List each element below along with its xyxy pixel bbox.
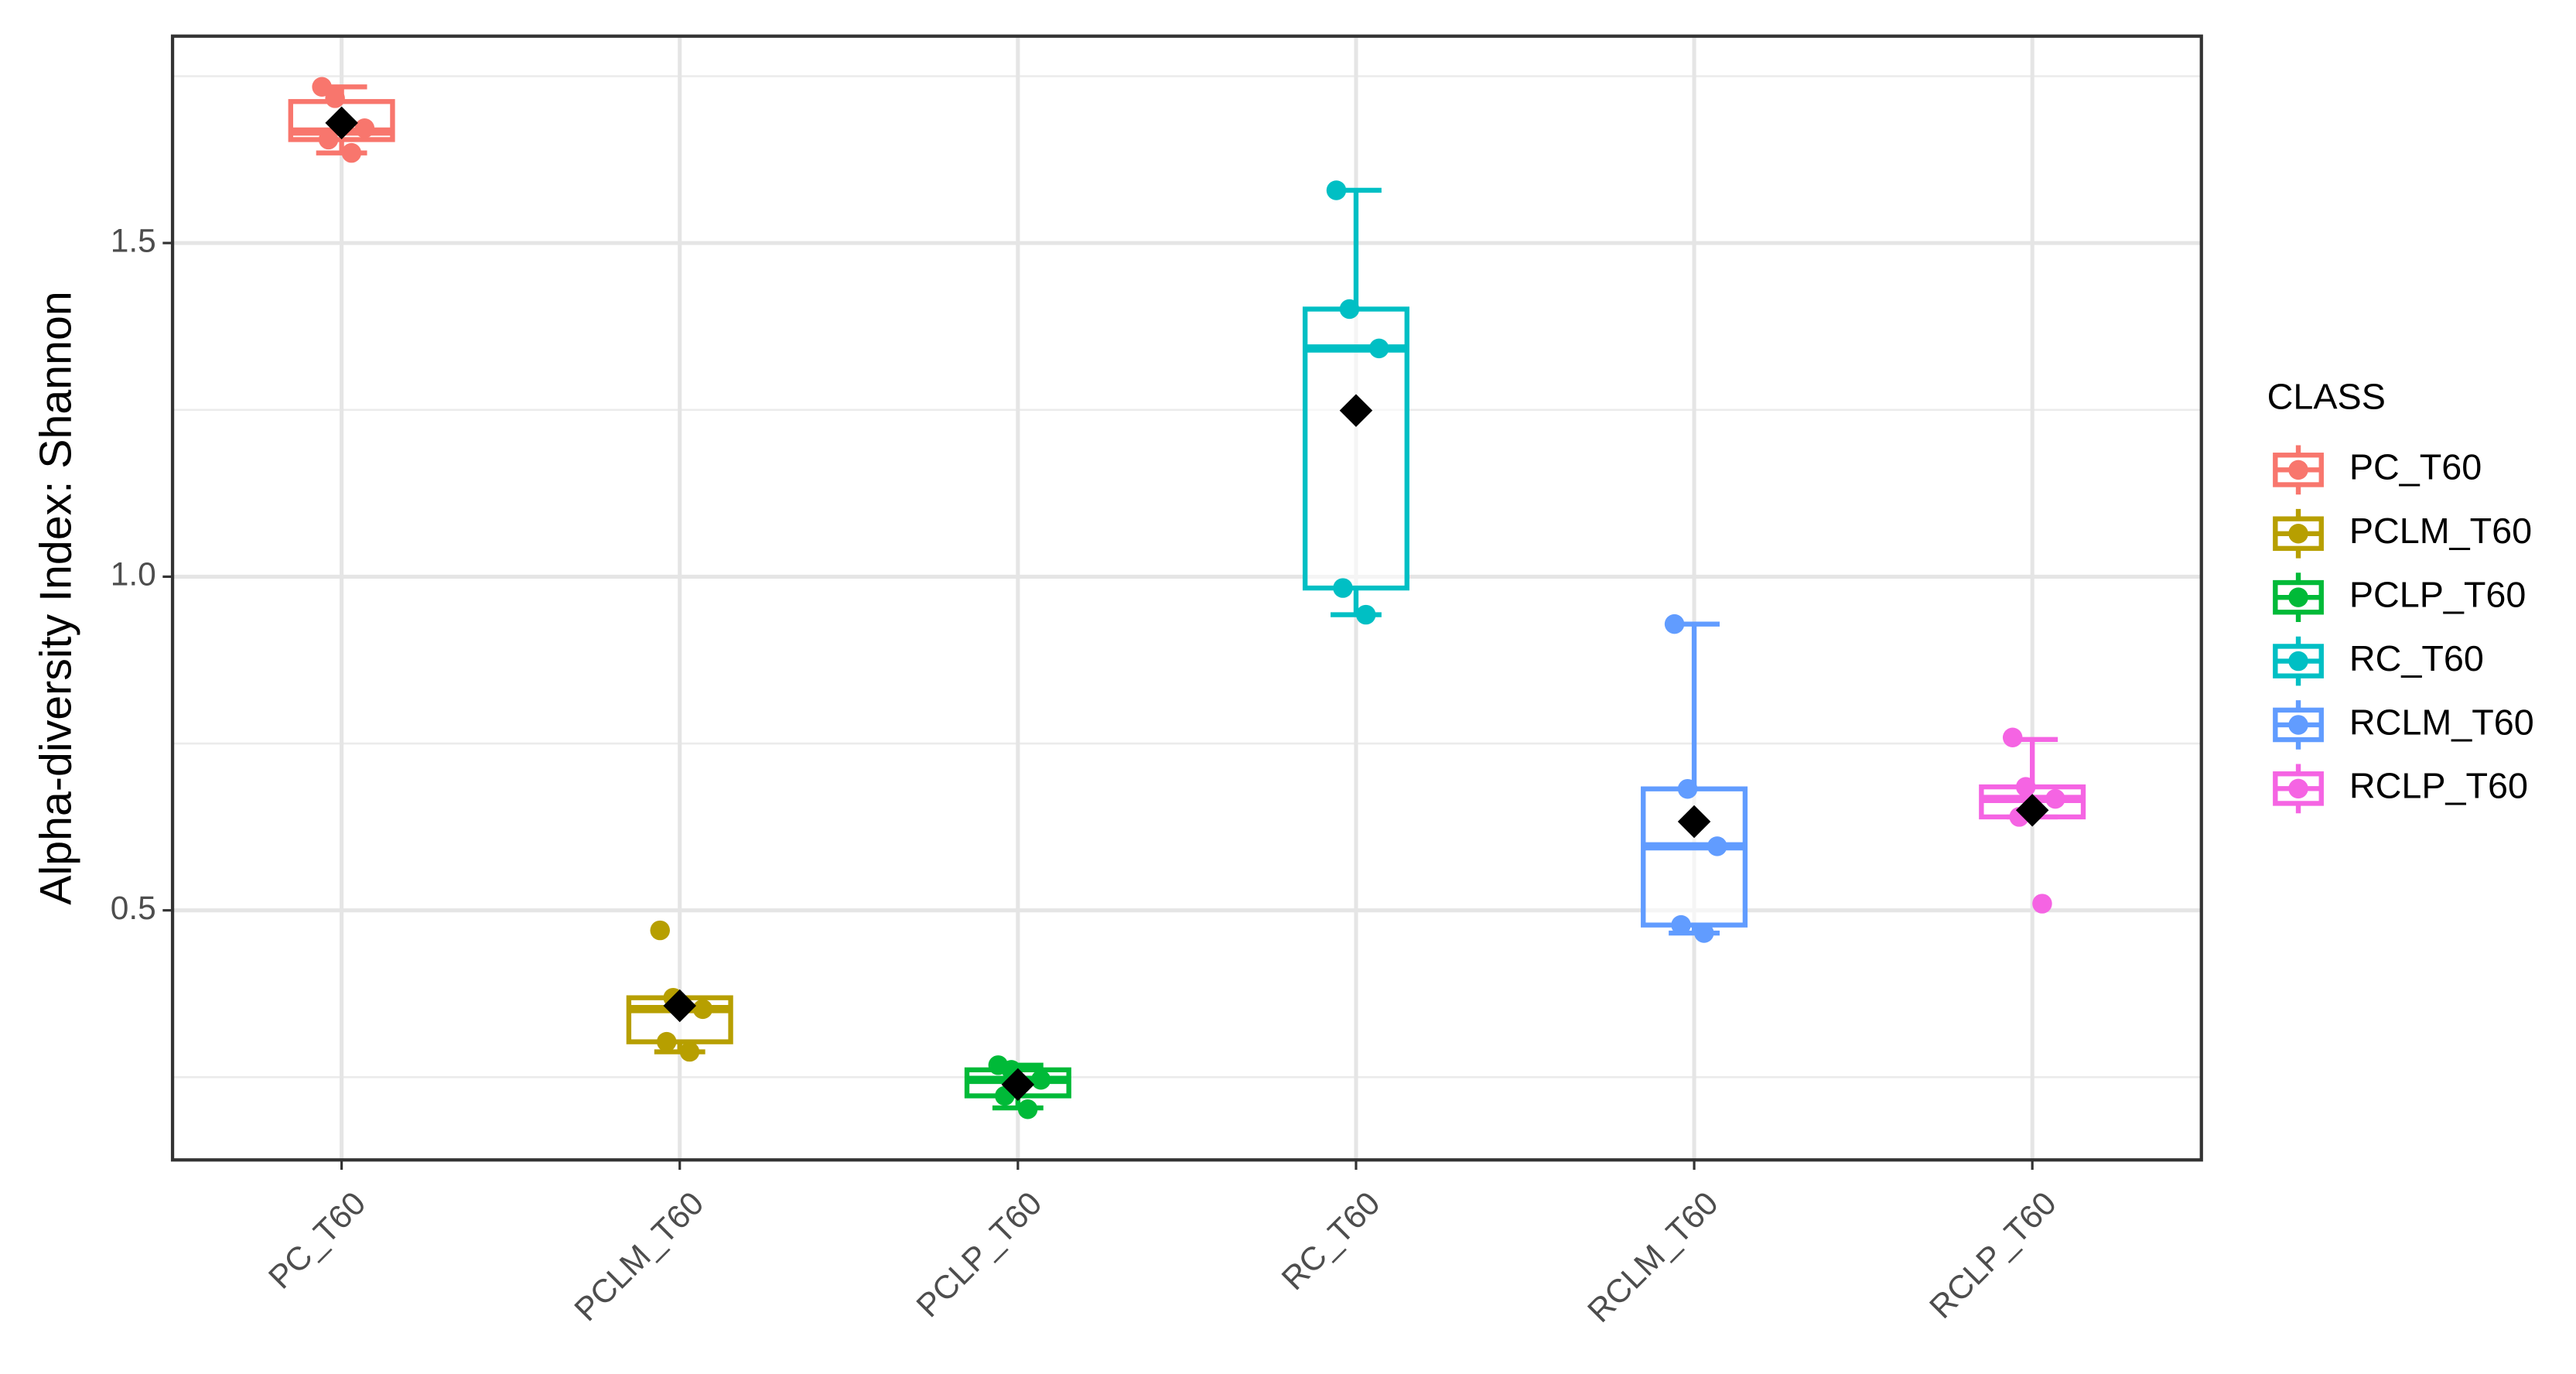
data-point bbox=[1368, 338, 1389, 359]
x-tick-label: RCLP_T60 bbox=[1922, 1184, 2063, 1325]
legend-label: RCLM_T60 bbox=[2349, 702, 2534, 742]
y-tick-label: 1.5 bbox=[111, 222, 156, 258]
y-axis-title: Alpha-diversity Index: Shannon bbox=[32, 291, 81, 905]
legend-item: RCLP_T60 bbox=[2273, 764, 2528, 814]
legend-key-point bbox=[2288, 524, 2308, 544]
plot-border bbox=[170, 34, 2203, 1162]
box-group bbox=[288, 77, 395, 163]
grid bbox=[173, 36, 2202, 1160]
x-tick-label: RCLM_T60 bbox=[1580, 1184, 1725, 1329]
data-point bbox=[318, 129, 339, 150]
legend-label: PCLM_T60 bbox=[2349, 511, 2532, 551]
data-point bbox=[325, 88, 345, 108]
data-point bbox=[1326, 180, 1347, 200]
data-point bbox=[656, 1031, 677, 1052]
legend: PC_T60 PCLM_T60 PCLP_T60 RC_T60 RCLM_T60 RCLP… bbox=[2273, 445, 2534, 814]
data-point bbox=[1664, 614, 1685, 634]
legend-item: RCLM_T60 bbox=[2273, 700, 2534, 750]
legend-item: PC_T60 bbox=[2273, 445, 2482, 495]
legend-key-point bbox=[2288, 715, 2308, 735]
mean-marker bbox=[1339, 394, 1373, 427]
legend-item: PCLM_T60 bbox=[2273, 508, 2532, 559]
data-point bbox=[341, 142, 362, 163]
data-point bbox=[650, 920, 670, 941]
data-point bbox=[692, 999, 713, 1020]
data-point bbox=[354, 118, 375, 138]
data-point bbox=[1677, 778, 1698, 799]
legend-label: RC_T60 bbox=[2349, 638, 2484, 678]
box bbox=[1641, 786, 1748, 928]
legend-item: RC_T60 bbox=[2273, 636, 2484, 686]
box-group bbox=[1979, 727, 2086, 914]
data-point bbox=[1707, 836, 1727, 856]
x-tick-label: RC_T60 bbox=[1275, 1184, 1387, 1297]
x-tick-label: PCLM_T60 bbox=[567, 1184, 710, 1328]
data-point bbox=[1671, 914, 1691, 935]
legend-label: PCLP_T60 bbox=[2349, 574, 2526, 614]
x-tick-label: PCLP_T60 bbox=[909, 1184, 1048, 1324]
plot-background bbox=[173, 36, 2202, 1160]
y-tick-label: 0.5 bbox=[111, 890, 156, 926]
data-point bbox=[312, 77, 332, 97]
data-point bbox=[679, 1041, 700, 1062]
data-point bbox=[1694, 923, 1714, 943]
data-point bbox=[2032, 894, 2052, 914]
data-point bbox=[1355, 604, 1376, 625]
legend-label: RCLP_T60 bbox=[2349, 766, 2528, 806]
box-group bbox=[964, 1055, 1071, 1119]
legend-key-point bbox=[2288, 460, 2308, 480]
legend-item: PCLP_T60 bbox=[2273, 572, 2526, 623]
mean-marker bbox=[1677, 805, 1711, 839]
data-point bbox=[1333, 578, 1353, 598]
data-point bbox=[2002, 727, 2023, 748]
box-group bbox=[1302, 180, 1409, 625]
data-point bbox=[2045, 788, 2065, 809]
marks bbox=[288, 77, 2086, 1119]
data-point bbox=[1030, 1070, 1051, 1090]
data-point bbox=[1017, 1099, 1038, 1119]
legend-key-point bbox=[2288, 778, 2308, 799]
legend-key-point bbox=[2288, 587, 2308, 607]
box-group bbox=[1641, 614, 1748, 943]
data-point bbox=[2015, 777, 2036, 797]
box-group bbox=[626, 920, 733, 1062]
legend-key-point bbox=[2288, 651, 2308, 672]
x-tick-label: PC_T60 bbox=[261, 1184, 372, 1295]
mean-marker bbox=[325, 106, 358, 140]
y-tick-label: 1.0 bbox=[111, 556, 156, 593]
mean-marker bbox=[1001, 1068, 1035, 1102]
legend-title: CLASS bbox=[2267, 376, 2386, 416]
data-point bbox=[1339, 299, 1360, 320]
legend-label: PC_T60 bbox=[2349, 447, 2482, 487]
